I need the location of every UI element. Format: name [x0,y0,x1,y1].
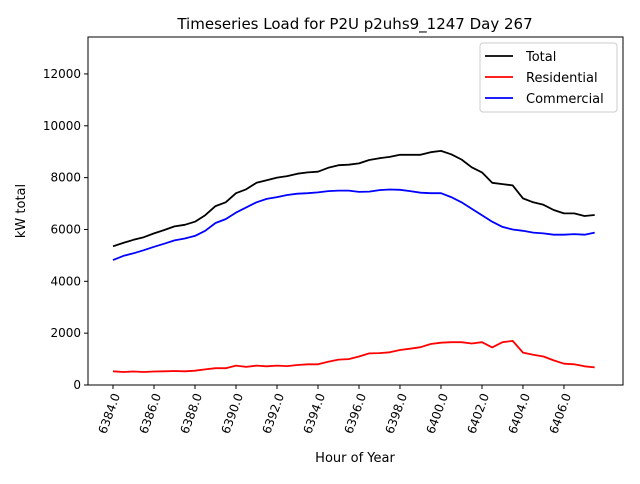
legend-label-residential: Residential [526,71,598,86]
x-axis-label: Hour of Year [315,451,395,466]
y-tick-label: 12000 [43,67,81,81]
x-tick-label: 6384.0 [96,391,124,435]
x-tick-label: 6390.0 [219,391,247,435]
legend-label-total: Total [525,50,556,65]
legend-box [479,42,618,113]
x-tick-label: 6388.0 [178,391,206,435]
legend: Total Residential Commercial [479,42,618,113]
series-line-residential [112,339,595,373]
x-tick-label: 6406.0 [547,391,575,435]
x-axis-ticks: 6384.0 6386.0 6388.0 6390.0 6392.0 6394.0 6396… [96,385,574,436]
y-tick-label: 0 [73,378,81,392]
y-tick-label: 10000 [43,119,81,133]
x-tick-label: 6400.0 [424,391,452,435]
y-axis-label: kW total [14,184,29,238]
x-tick-label: 6392.0 [260,391,288,435]
x-tick-label: 6396.0 [342,391,370,435]
x-tick-label: 6404.0 [506,391,534,435]
x-tick-label: 6386.0 [137,391,165,435]
series-layer [112,149,595,373]
y-tick-label: 8000 [50,171,81,185]
y-tick-label: 4000 [50,274,81,288]
series-line-total [112,149,595,248]
y-tick-label: 6000 [50,222,81,236]
y-axis-ticks: 0 2000 4000 6000 8000 10000 12000 [43,67,88,392]
series-line-commercial [112,188,595,261]
x-tick-label: 6394.0 [301,391,329,435]
plot-frame [87,36,624,386]
x-tick-label: 6402.0 [465,391,493,435]
legend-label-commercial: Commercial [526,92,604,107]
chart-title: Timeseries Load for P2U p2uhs9_1247 Day … [176,15,532,34]
y-tick-label: 2000 [50,326,81,340]
x-tick-label: 6398.0 [383,391,411,435]
